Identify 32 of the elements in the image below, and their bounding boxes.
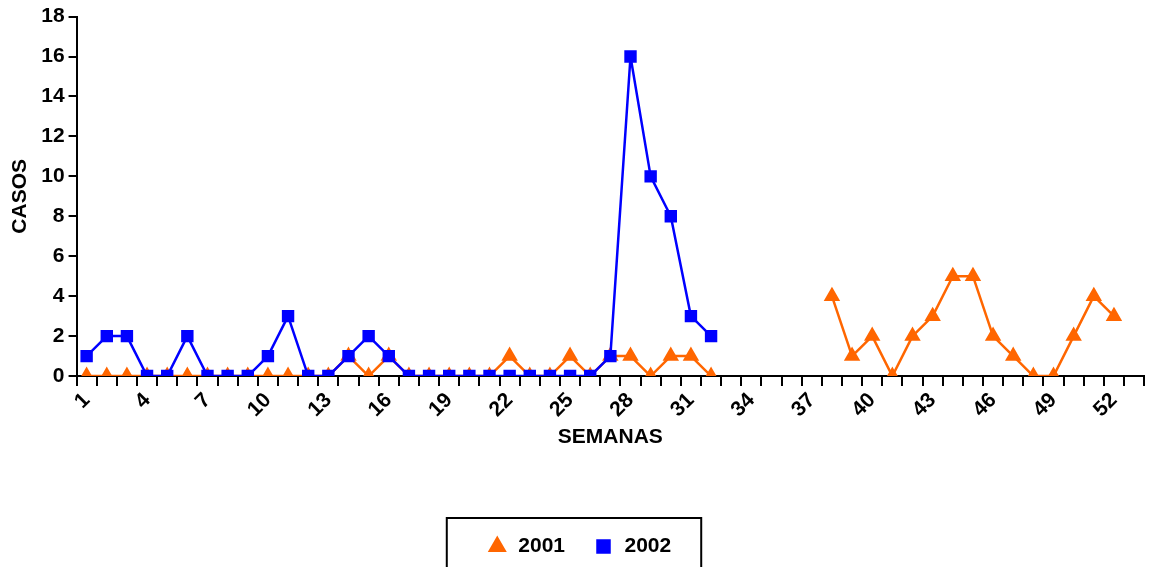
x-tick-label: 37 — [785, 387, 819, 421]
y-tick-label: 16 — [41, 43, 65, 67]
y-tick-label: 18 — [41, 3, 65, 27]
y-tick-label: 6 — [52, 243, 65, 267]
x-tick-label: 52 — [1088, 387, 1121, 421]
x-tick-label: 28 — [604, 387, 638, 421]
x-tick-label: 7 — [189, 387, 215, 413]
y-tick-label: 12 — [41, 123, 65, 147]
x-axis-title: SEMANAS — [557, 423, 663, 447]
x-tick-label: 10 — [242, 387, 275, 421]
x-tick-label: 31 — [665, 387, 699, 421]
x-tick-label: 49 — [1027, 387, 1061, 421]
x-tick-label: 4 — [129, 387, 155, 413]
y-tick-label: 10 — [41, 163, 65, 187]
x-tick-label: 19 — [423, 387, 457, 421]
x-tick-label: 22 — [483, 387, 517, 421]
y-tick-label: 14 — [41, 83, 65, 107]
x-tick-label: 16 — [362, 387, 396, 421]
x-tick-label: 25 — [544, 387, 578, 421]
legend-label: 2002 — [624, 533, 672, 557]
x-tick-label: 1 — [69, 387, 94, 413]
x-tick-label: 43 — [906, 387, 940, 421]
y-tick-label: 2 — [52, 322, 65, 346]
legend-label: 2001 — [518, 533, 566, 557]
x-tick-label: 40 — [846, 387, 880, 421]
y-axis-title: CASOS — [7, 158, 31, 234]
x-tick-label: 13 — [302, 387, 336, 421]
y-tick-label: 4 — [52, 282, 65, 306]
x-tick-label: 34 — [725, 387, 759, 421]
x-tick-label: 46 — [967, 387, 1001, 421]
y-tick-label: 8 — [52, 203, 65, 227]
y-tick-label: 0 — [52, 362, 65, 386]
